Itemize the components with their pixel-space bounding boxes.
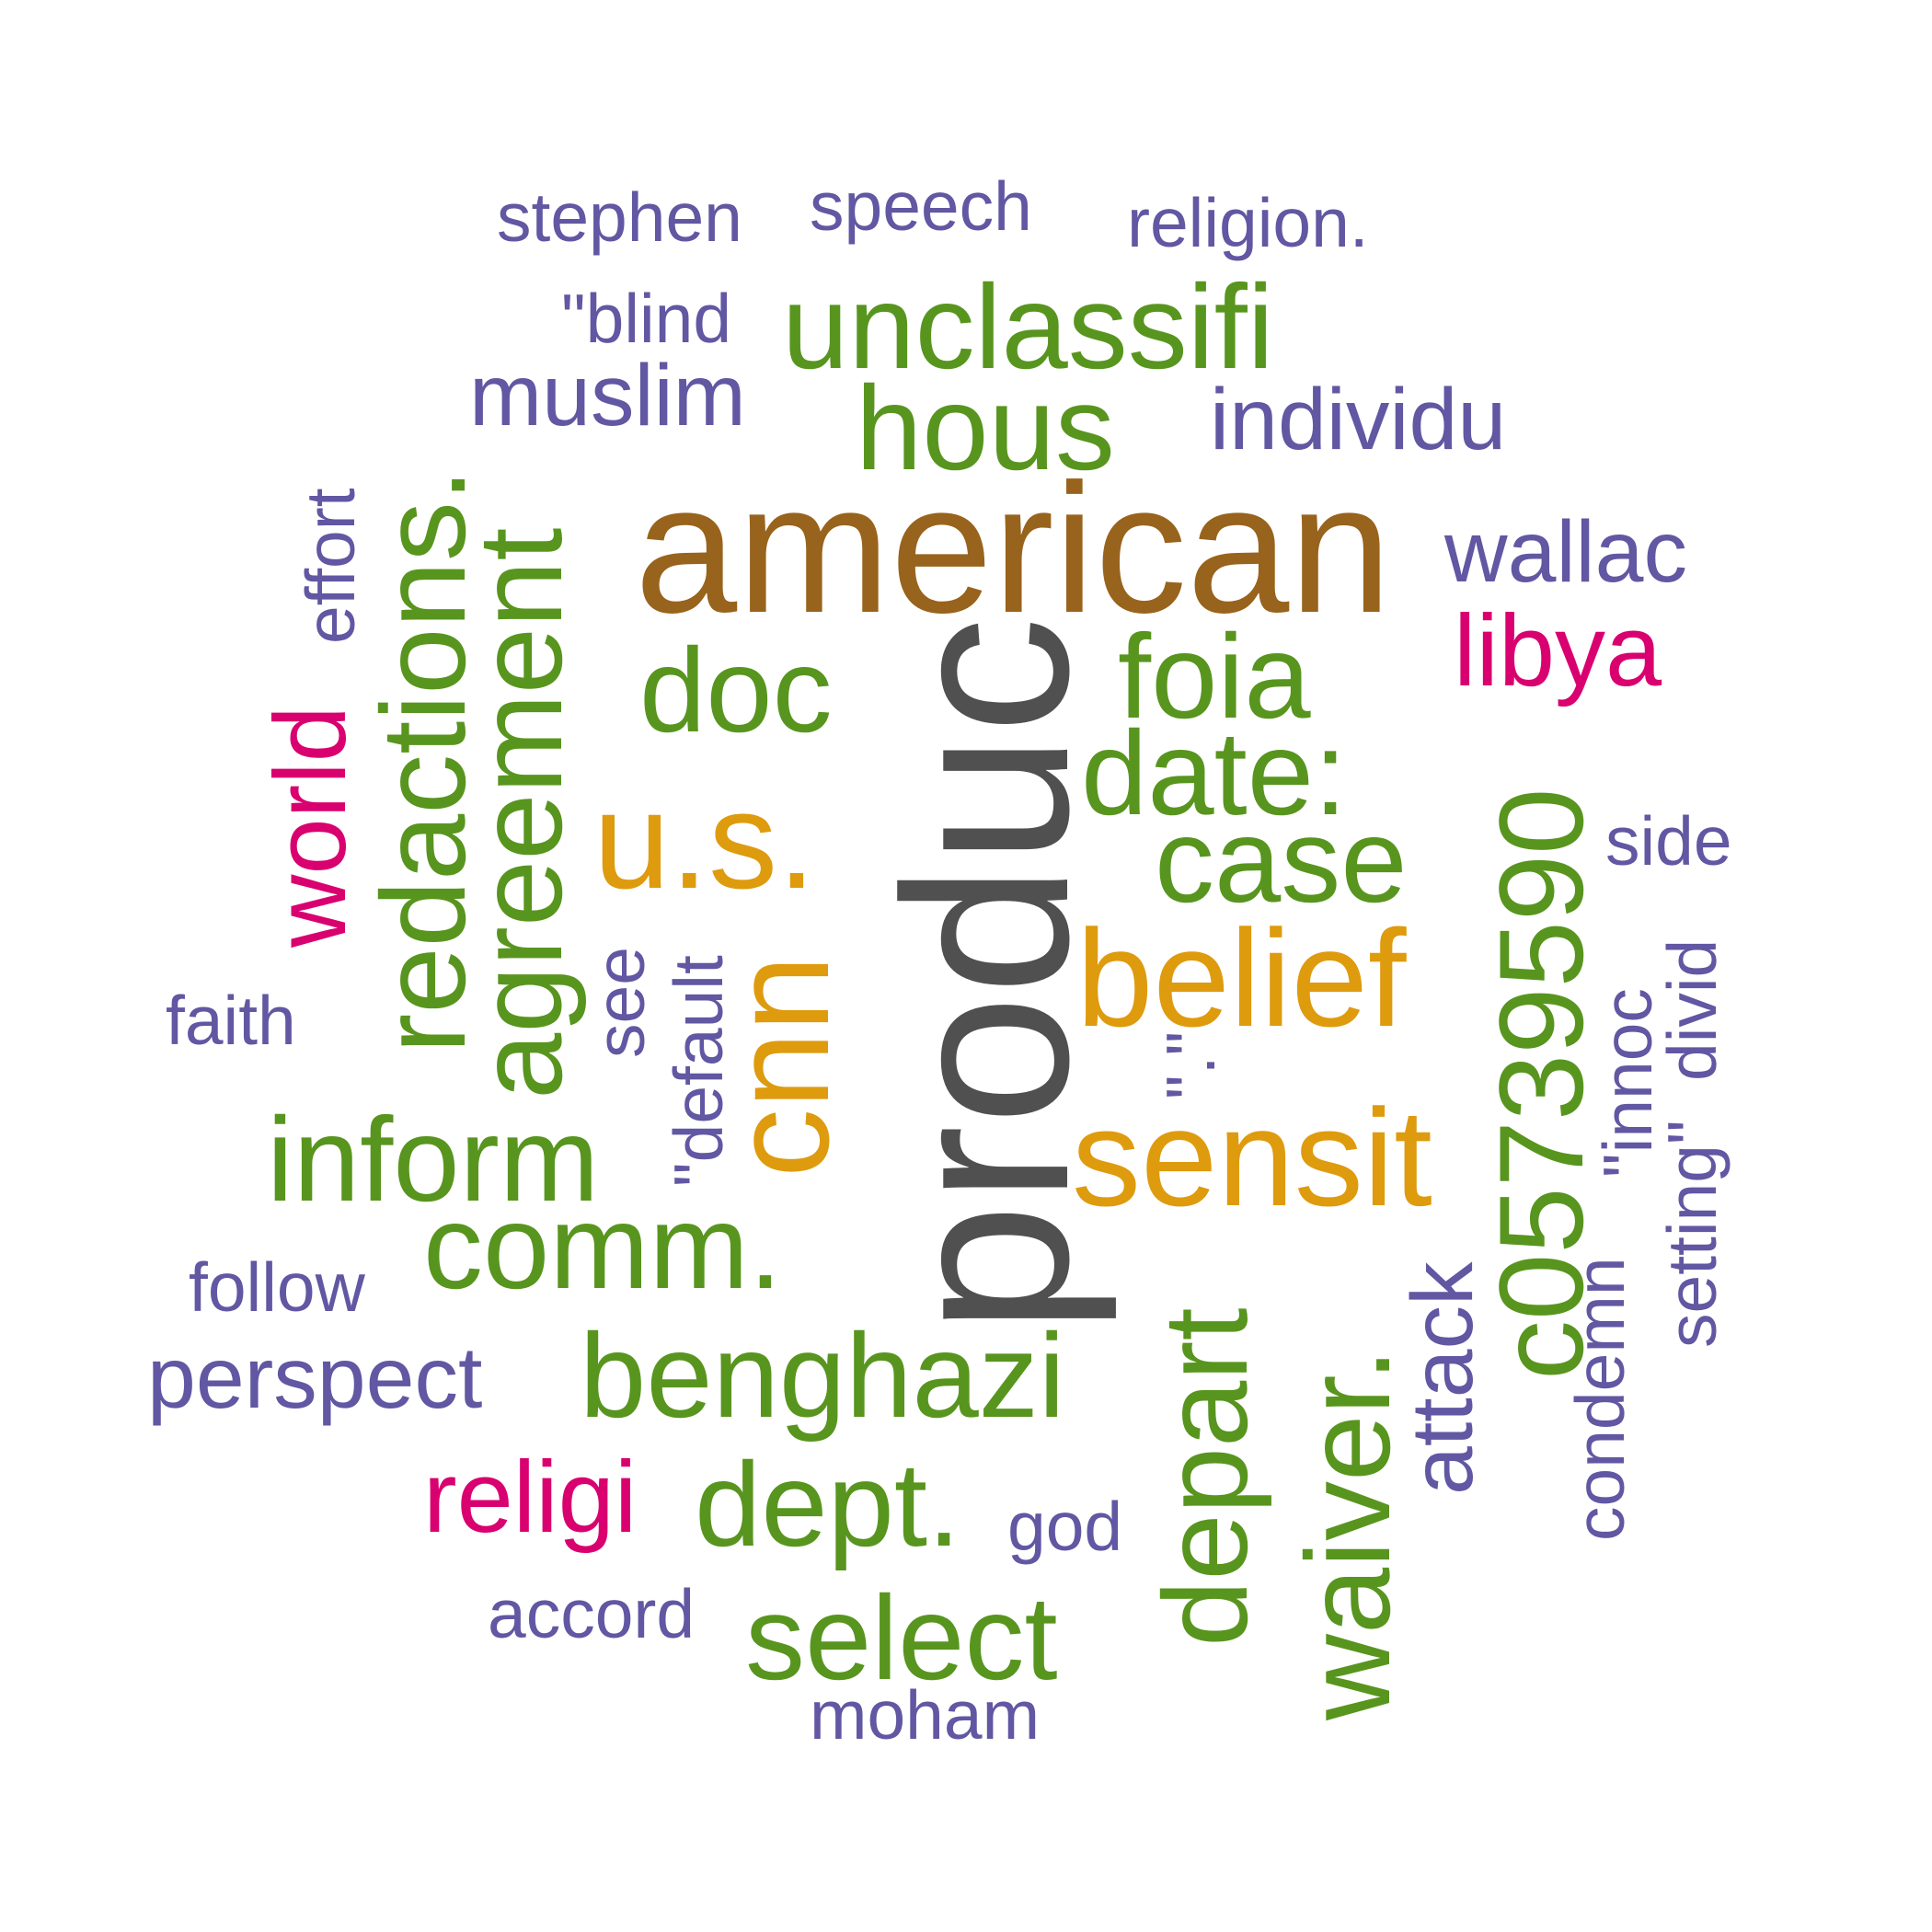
word-wallac: wallac (1443, 503, 1687, 601)
word-select: select (745, 1570, 1058, 1705)
word-religi: religi (423, 1441, 637, 1554)
word-agreement: agreement (453, 528, 587, 1100)
word-doc: doc (639, 623, 833, 757)
word-benghazi: benghazi (580, 1308, 1065, 1443)
word-comm: comm. (423, 1179, 782, 1314)
word-individu: individu (1210, 371, 1506, 468)
word-effort: effort (292, 488, 369, 644)
word-dept: dept. (695, 1437, 960, 1571)
word-belief: belief (1076, 901, 1407, 1055)
word-date: date: (1081, 706, 1347, 840)
word-accord: accord (488, 1575, 695, 1652)
word-divid: divid (1653, 939, 1731, 1081)
word-moham: moham (810, 1676, 1040, 1754)
word-libya: libya (1454, 594, 1662, 707)
word-world: world (254, 706, 367, 949)
word-innoc: "innoc (1589, 988, 1666, 1178)
word-attack: attack (1394, 1261, 1491, 1495)
word-muslim: muslim (469, 347, 746, 444)
word-follow: follow (189, 1248, 366, 1326)
word-foia: foia (1118, 609, 1311, 743)
word-speech: speech (810, 167, 1032, 245)
word-see: see (581, 947, 659, 1058)
word-redactions: redactions. (356, 468, 490, 1053)
word-perspect: perspect (147, 1329, 482, 1427)
word-case: case (1155, 793, 1408, 927)
word-setting: setting" (1653, 1120, 1731, 1348)
word-sensit: sensit (1072, 1080, 1432, 1235)
word-religion: religion. (1127, 184, 1369, 261)
word-inform: inform (267, 1092, 599, 1226)
word-condemn: condemn (1561, 1257, 1639, 1541)
word-default: "default (660, 955, 737, 1187)
word-god: god (1007, 1488, 1122, 1565)
word-dot-quote: "." (1152, 1031, 1229, 1099)
word-waiver: waiver. (1281, 1348, 1415, 1721)
word-stephen: stephen (497, 178, 742, 256)
word-u-s: u.s. (593, 763, 816, 917)
word-unclassifi: unclassifi (782, 259, 1274, 394)
word-produc: produc (856, 616, 1118, 1334)
word-cnn: cnn (703, 955, 857, 1178)
word-american: american (635, 446, 1392, 651)
word-side: side (1605, 802, 1732, 880)
word-hous: hous (856, 361, 1115, 495)
word-depart: depart (1138, 1307, 1272, 1647)
word-blind: "blind (561, 280, 731, 357)
word-c05739590: c05739590 (1474, 788, 1608, 1380)
word-faith: faith (166, 982, 296, 1059)
